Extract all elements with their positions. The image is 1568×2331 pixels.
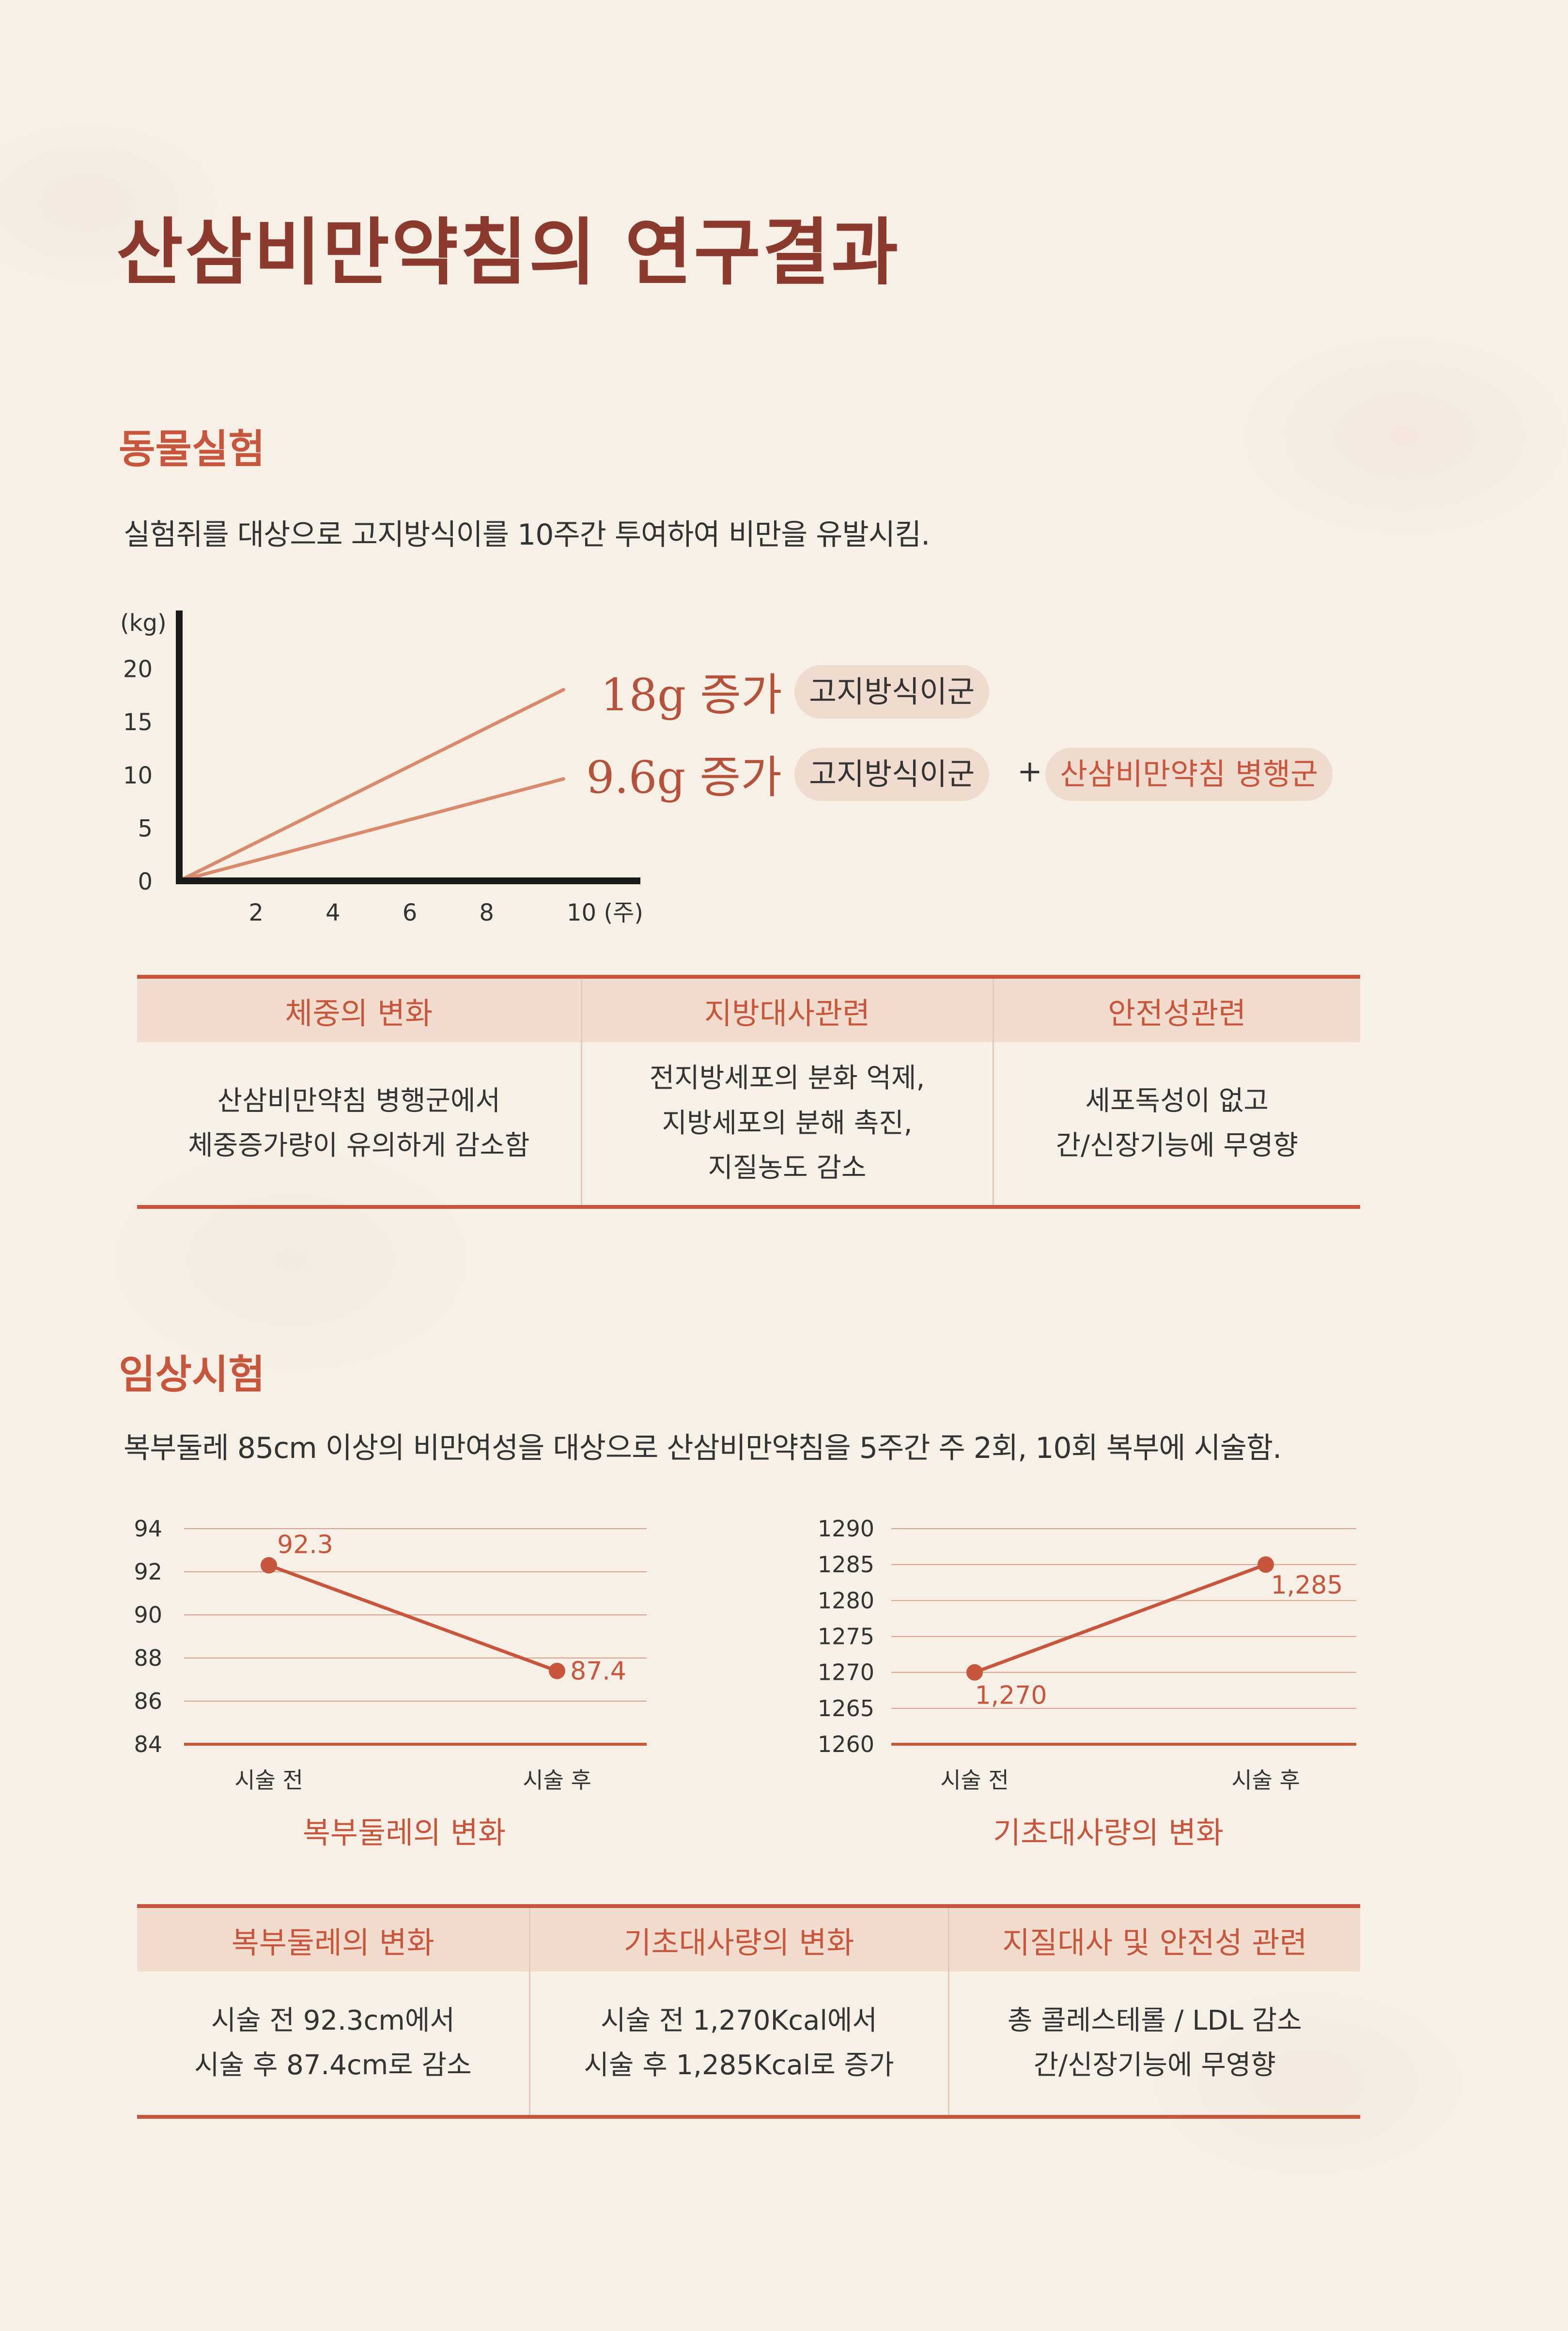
animal-weight-chart: (kg) 20 15 10 5 0 2 4 6 8 10 (주) xyxy=(120,610,643,926)
x-axis-label: 10 (주) xyxy=(567,899,643,926)
waist-chart-title: 복부둘레의 변화 xyxy=(303,1815,506,1850)
data-label: 92.3 xyxy=(277,1531,333,1560)
group-badge-high-fat-2: 고지방식이군 xyxy=(794,748,990,801)
table-cell: 전지방세포의 분화 억제, 지방세포의 분해 촉진, 지질농도 감소 xyxy=(580,1042,993,1209)
series-line xyxy=(268,1564,558,1673)
x-tick-label: 시술 전 xyxy=(940,1767,1009,1793)
data-label: 1,270 xyxy=(975,1681,1047,1710)
data-point xyxy=(549,1662,565,1679)
bmr-chart: 1290 1285 1280 1275 1270 1265 1260 시술 전 시술 후 1,27… xyxy=(818,1516,1356,1793)
clinical-summary-table: 복부둘레의 변화 기초대사량의 변화 지질대사 및 안전성 관련 시술 전 92… xyxy=(137,1904,1360,2119)
y-tick-label: 86 xyxy=(134,1688,162,1714)
y-tick-label: 94 xyxy=(134,1516,162,1542)
table-cell: 세포독성이 없고 간/신장기능에 무영향 xyxy=(992,1042,1360,1209)
data-point xyxy=(261,1557,277,1574)
gain-label-high-fat: 18g 증가 xyxy=(601,669,782,721)
page-title: 산삼비만약침의 연구결과 xyxy=(116,210,900,295)
x-tick-label: 시술 후 xyxy=(523,1767,591,1793)
y-tick-label: 1290 xyxy=(818,1516,874,1542)
x-tick-label: 2 xyxy=(248,899,264,926)
y-tick-label: 1275 xyxy=(818,1624,874,1650)
table-header: 안전성관련 xyxy=(992,975,1360,1042)
y-tick-label: 1270 xyxy=(818,1659,874,1686)
y-tick-label: 92 xyxy=(134,1559,162,1585)
clinical-section-heading: 임상시험 xyxy=(119,1352,265,1398)
series-line xyxy=(974,1563,1267,1674)
table-header: 체중의 변화 xyxy=(137,975,581,1042)
gain-label-combined: 9.6g 증가 xyxy=(586,751,782,803)
y-tick-label: 15 xyxy=(123,709,153,736)
x-tick-label: 시술 후 xyxy=(1231,1767,1300,1793)
table-header: 복부둘레의 변화 xyxy=(137,1904,529,1971)
plus-sign: + xyxy=(1017,753,1042,789)
table-cell: 시술 전 1,270Kcal에서 시술 후 1,285Kcal로 증가 xyxy=(528,1971,948,2119)
data-label: 1,285 xyxy=(1271,1571,1343,1600)
x-tick-label: 8 xyxy=(479,899,494,926)
y-tick-label: 88 xyxy=(134,1645,162,1671)
animal-description: 실험쥐를 대상으로 고지방식이를 10주간 투여하여 비만을 유발시킴. xyxy=(124,518,930,552)
table-header: 기초대사량의 변화 xyxy=(528,1904,948,1971)
group-badge-high-fat: 고지방식이군 xyxy=(794,665,990,719)
x-tick-label: 시술 전 xyxy=(234,1767,303,1793)
y-tick-label: 1260 xyxy=(818,1731,874,1757)
table-cell: 총 콜레스테롤 / LDL 감소 간/신장기능에 무영향 xyxy=(947,1971,1360,2119)
data-point xyxy=(966,1664,983,1681)
y-tick-label: 10 xyxy=(123,762,153,789)
y-tick-label: 1265 xyxy=(818,1695,874,1721)
x-tick-label: 6 xyxy=(403,899,418,926)
y-tick-label: 1280 xyxy=(818,1587,874,1613)
table-header: 지방대사관련 xyxy=(580,975,993,1042)
data-label: 87.4 xyxy=(570,1657,626,1686)
series-line-2 xyxy=(177,777,565,883)
animal-section-heading: 동물실험 xyxy=(119,426,265,472)
table-header: 지질대사 및 안전성 관련 xyxy=(947,1904,1360,1971)
data-point xyxy=(1258,1556,1274,1573)
table-cell: 산삼비만약침 병행군에서 체중증가량이 유의하게 감소함 xyxy=(137,1042,581,1209)
y-tick-label: 5 xyxy=(138,815,153,842)
bmr-chart-title: 기초대사량의 변화 xyxy=(993,1815,1224,1850)
y-tick-label: 20 xyxy=(123,656,153,683)
y-tick-label: 1285 xyxy=(818,1551,874,1578)
waist-chart: 94 92 90 88 86 84 시술 전 시술 후 92.3 87.4 xyxy=(134,1516,647,1793)
y-tick-label: 0 xyxy=(138,868,153,895)
series-line-1 xyxy=(177,688,565,883)
y-tick-label: 90 xyxy=(134,1602,162,1628)
animal-summary-table: 체중의 변화 지방대사관련 안전성관련 산삼비만약침 병행군에서 체중증가량이 유… xyxy=(137,975,1360,1209)
clinical-description: 복부둘레 85cm 이상의 비만여성을 대상으로 산삼비만약침을 5주간 주 2… xyxy=(124,1431,1282,1465)
x-tick-label: 4 xyxy=(326,899,341,926)
group-badge-acupuncture: 산삼비만약침 병행군 xyxy=(1045,748,1333,801)
y-axis-label: (kg) xyxy=(120,610,167,637)
y-tick-label: 84 xyxy=(134,1731,162,1757)
table-cell: 시술 전 92.3cm에서 시술 후 87.4cm로 감소 xyxy=(137,1971,529,2119)
